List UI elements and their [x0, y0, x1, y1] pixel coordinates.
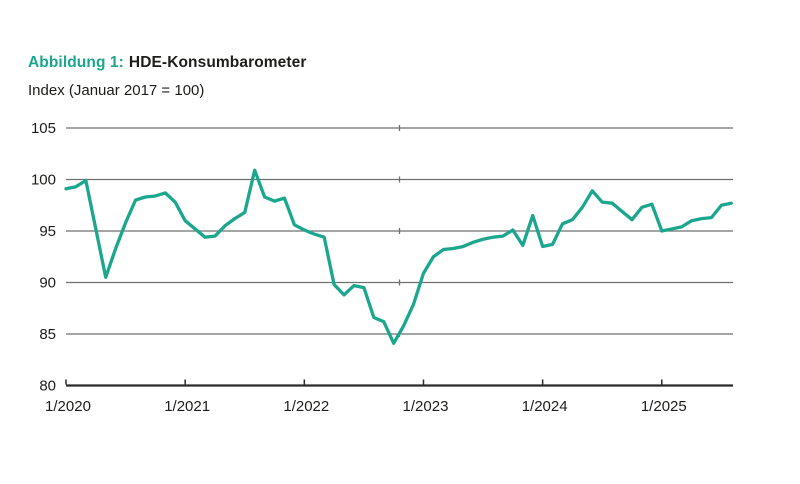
x-tick-label: 1/2021 [164, 398, 210, 415]
x-tick-label: 1/2025 [641, 398, 687, 415]
y-tick-label: 85 [39, 326, 56, 343]
figure-header: Abbildung 1: HDE-Konsumbarometer [28, 54, 307, 72]
figure-title: HDE-Konsumbarometer [128, 54, 307, 71]
y-tick-label: 90 [39, 275, 56, 292]
x-tick-label: 1/2024 [522, 398, 568, 415]
x-tick-label: 1/2023 [403, 398, 449, 415]
y-tick-label: 95 [39, 223, 56, 240]
y-tick-label: 105 [31, 120, 56, 137]
x-tick-label: 1/2022 [283, 398, 329, 415]
figure-subtitle: Index (Januar 2017 = 100) [28, 82, 205, 99]
figure-number-label: Abbildung 1: [28, 54, 124, 71]
y-tick-label: 80 [39, 378, 56, 395]
y-tick-label: 100 [31, 172, 56, 189]
x-tick-label: 1/2020 [45, 398, 91, 415]
data-line-hde-konsumbarometer [64, 168, 733, 345]
